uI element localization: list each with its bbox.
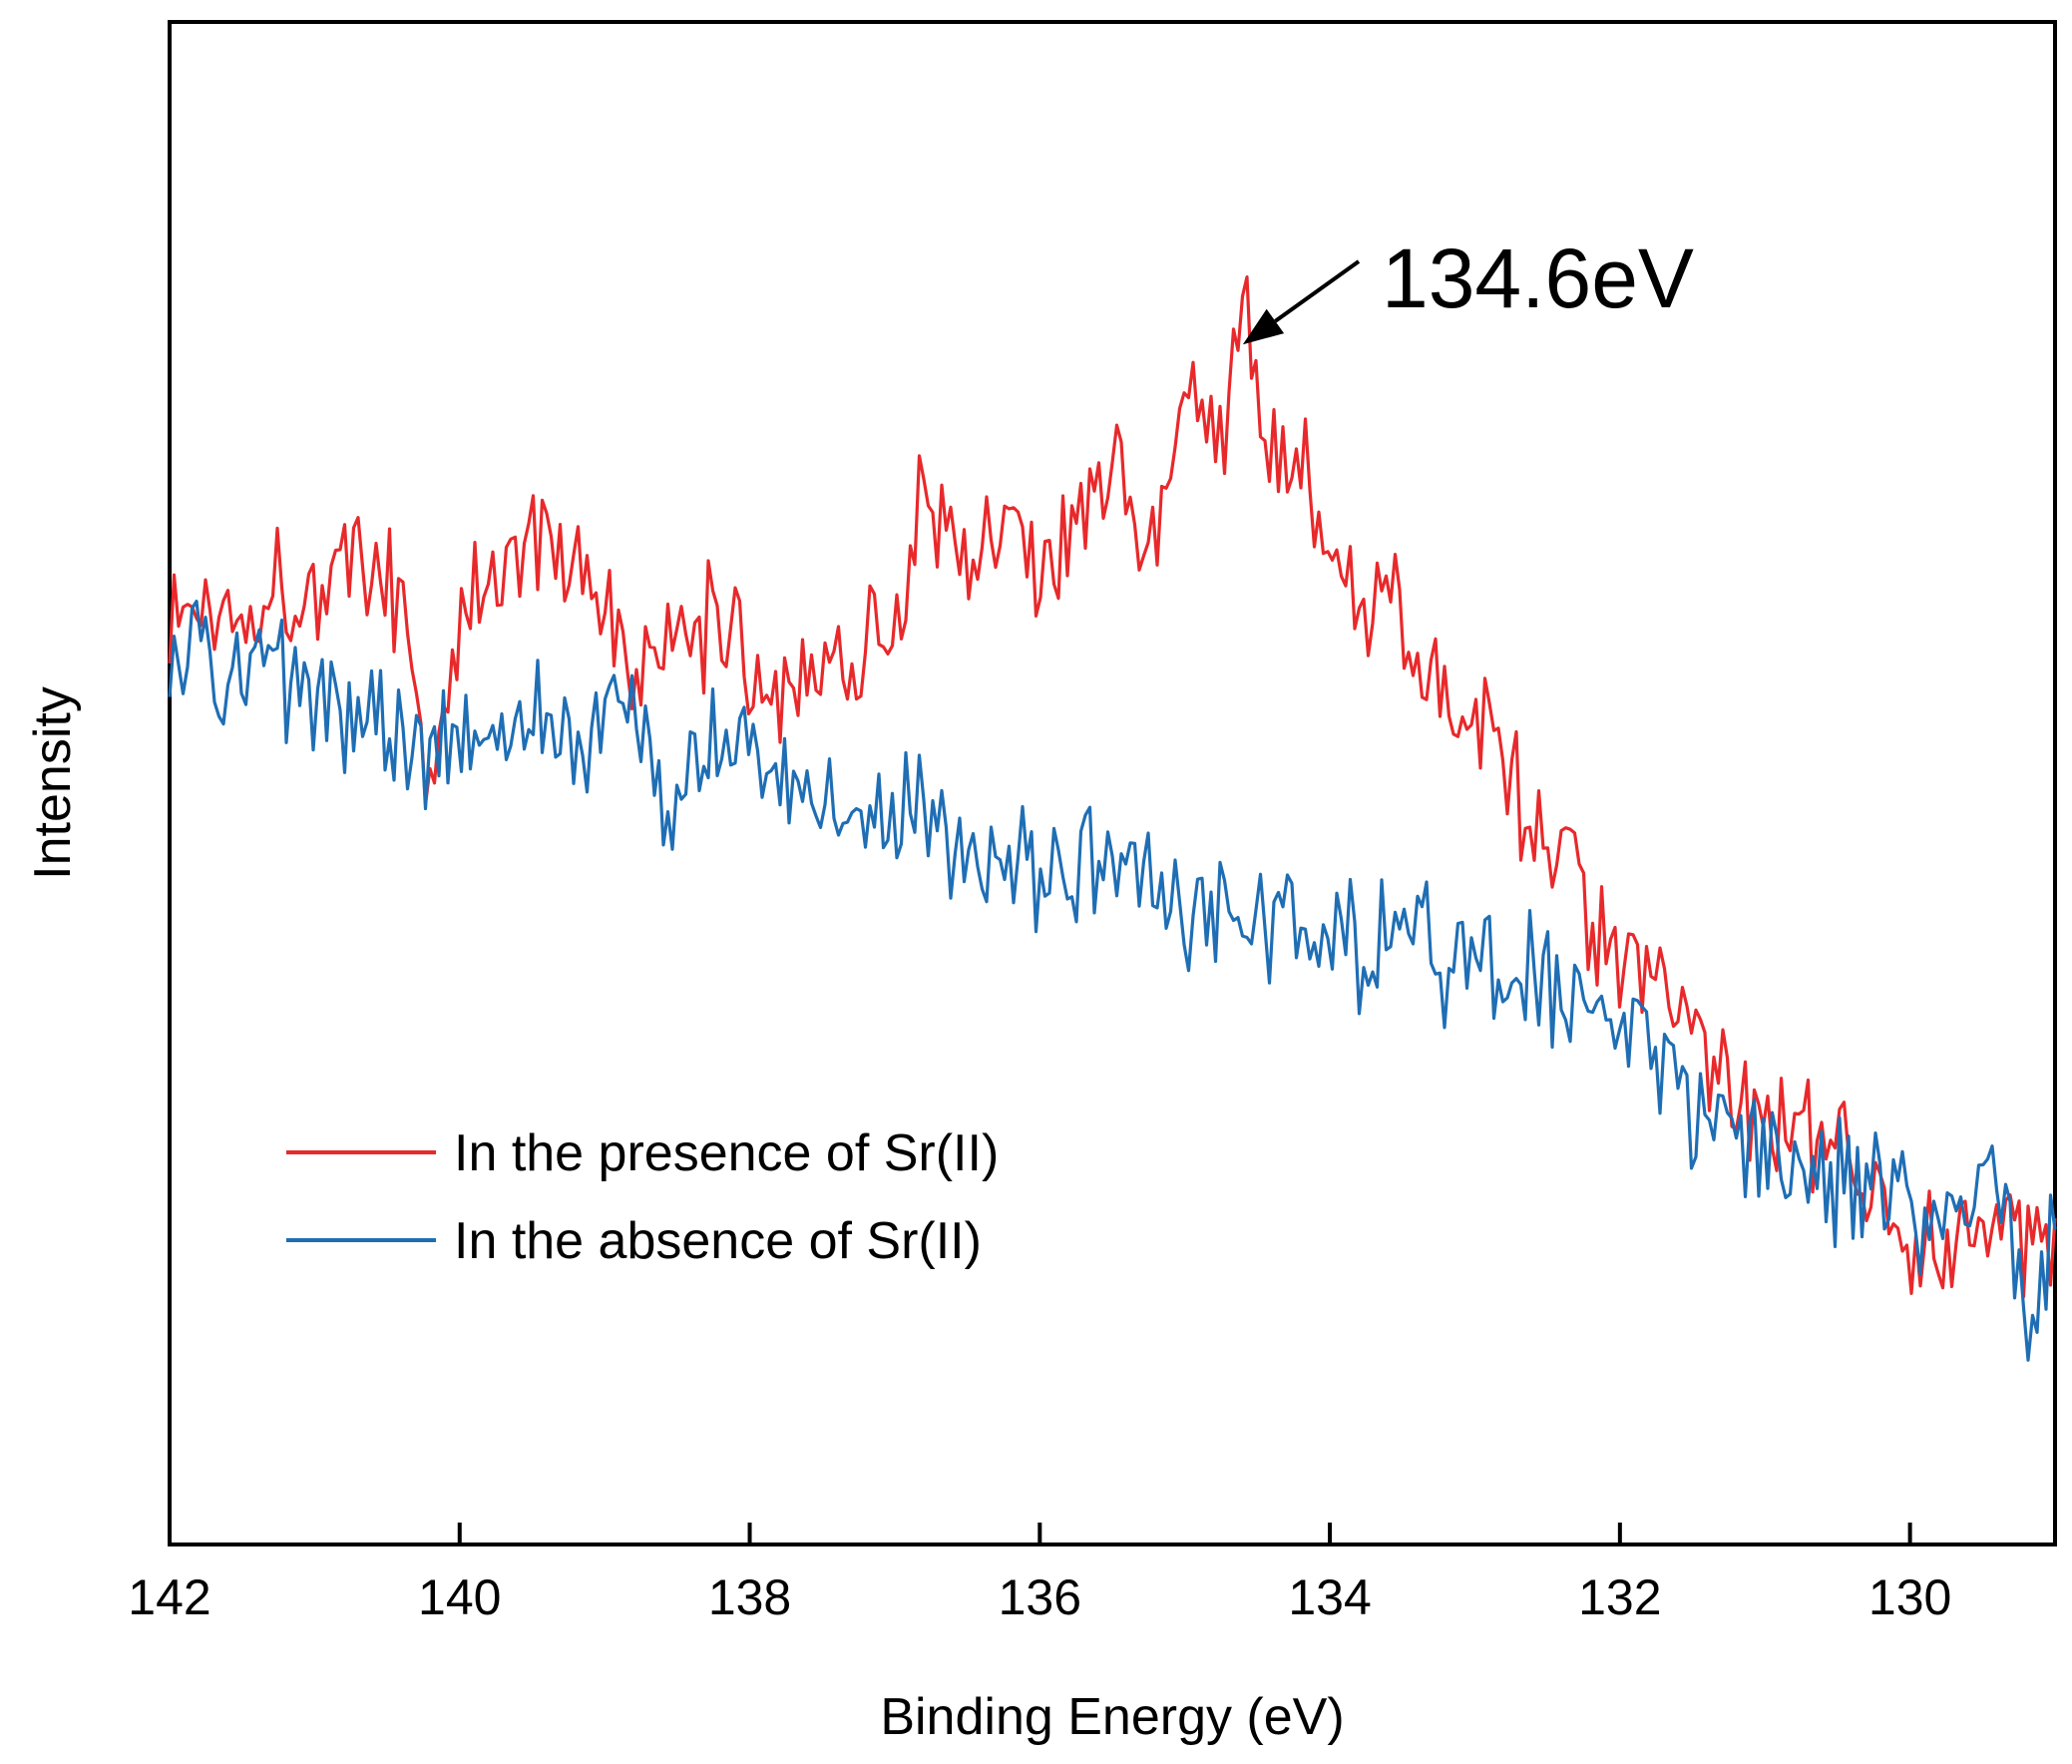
x-tick-label: 138 [708, 1569, 791, 1625]
series-line-1 [168, 600, 2057, 1362]
annotation-arrow-line [1274, 259, 1361, 323]
x-axis-ticks: 142 140 138 136 134 132 130 [128, 1523, 1951, 1625]
y-axis-label: Intensity [24, 686, 82, 880]
series-line-0 [168, 275, 2057, 1299]
x-tick-label: 134 [1288, 1569, 1371, 1625]
x-tick-label: 130 [1868, 1569, 1951, 1625]
annotation-arrow-head [1242, 308, 1285, 345]
series-group [168, 275, 2057, 1362]
x-tick-label: 140 [418, 1569, 501, 1625]
x-tick-label: 132 [1578, 1569, 1661, 1625]
legend: In the presence of Sr(II) In the absence… [286, 1124, 999, 1270]
legend-entry-absence: In the absence of Sr(II) [454, 1212, 982, 1270]
plot-area [168, 20, 2057, 1546]
x-tick-label: 136 [999, 1569, 1081, 1625]
x-tick-label: 142 [128, 1569, 210, 1625]
plot-frame [168, 20, 2057, 1546]
annotation-text: 134.6eV [1382, 231, 1694, 325]
x-axis-label: Binding Energy (eV) [880, 1688, 1344, 1746]
legend-entry-presence: In the presence of Sr(II) [454, 1124, 999, 1182]
peak-annotation: 134.6eV [1242, 231, 1694, 345]
